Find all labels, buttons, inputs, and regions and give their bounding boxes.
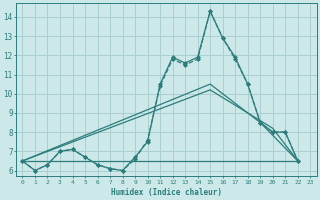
X-axis label: Humidex (Indice chaleur): Humidex (Indice chaleur) bbox=[111, 188, 222, 197]
